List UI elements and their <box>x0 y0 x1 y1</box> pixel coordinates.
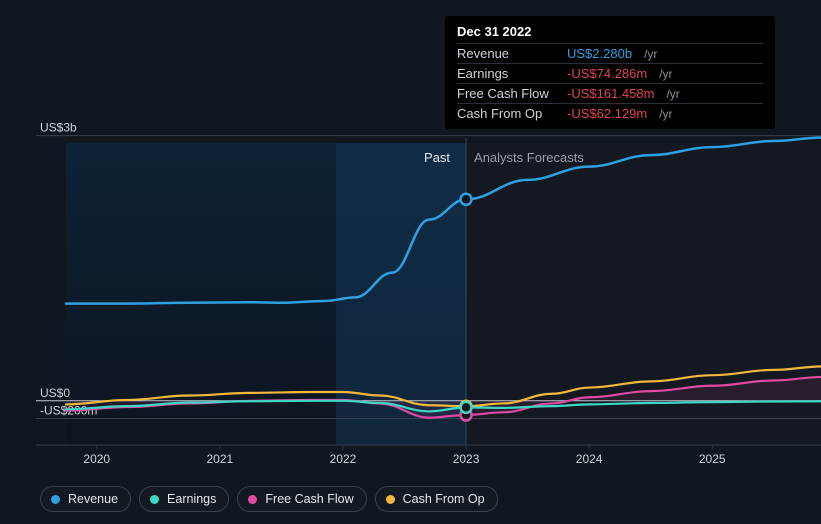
svg-text:2022: 2022 <box>330 452 357 466</box>
legend-item-revenue[interactable]: Revenue <box>40 486 131 512</box>
tooltip-row-suffix: /yr <box>659 107 672 121</box>
legend-label: Revenue <box>68 492 118 506</box>
tooltip-row: Earnings -US$74.286m/yr <box>457 63 763 83</box>
tooltip-row: Free Cash Flow -US$161.458m/yr <box>457 83 763 103</box>
tooltip-row-value: -US$74.286m <box>567 66 647 81</box>
tooltip-row: Revenue US$2.280b/yr <box>457 43 763 63</box>
hover-tooltip: Dec 31 2022 RevenueUS$2.280b/yrEarnings-… <box>445 16 775 129</box>
financials-chart: -US$200mUS$0US$3b20202021202220232024202… <box>18 0 807 524</box>
legend-item-cash_from_op[interactable]: Cash From Op <box>375 486 498 512</box>
legend-item-earnings[interactable]: Earnings <box>139 486 229 512</box>
legend-dot-icon <box>386 495 395 504</box>
region-label-forecast: Analysts Forecasts <box>474 150 584 165</box>
svg-text:US$0: US$0 <box>40 386 70 400</box>
tooltip-row-label: Cash From Op <box>457 106 557 121</box>
tooltip-row-label: Revenue <box>457 46 557 61</box>
region-label-past: Past <box>424 150 450 165</box>
svg-text:2021: 2021 <box>207 452 234 466</box>
tooltip-title: Dec 31 2022 <box>457 24 763 43</box>
tooltip-row-value: -US$62.129m <box>567 106 647 121</box>
legend-label: Free Cash Flow <box>265 492 353 506</box>
legend: Revenue Earnings Free Cash Flow Cash From O… <box>40 486 498 512</box>
legend-item-free_cash_flow[interactable]: Free Cash Flow <box>237 486 366 512</box>
svg-text:2023: 2023 <box>453 452 480 466</box>
tooltip-row-suffix: /yr <box>666 87 679 101</box>
legend-dot-icon <box>150 495 159 504</box>
svg-text:2020: 2020 <box>83 452 110 466</box>
tooltip-row-label: Free Cash Flow <box>457 86 557 101</box>
legend-dot-icon <box>248 495 257 504</box>
tooltip-row-suffix: /yr <box>644 47 657 61</box>
tooltip-row: Cash From Op -US$62.129m/yr <box>457 103 763 123</box>
legend-label: Cash From Op <box>403 492 485 506</box>
svg-text:2024: 2024 <box>576 452 603 466</box>
tooltip-row-value: -US$161.458m <box>567 86 654 101</box>
svg-text:US$3b: US$3b <box>40 121 77 135</box>
tooltip-row-suffix: /yr <box>659 67 672 81</box>
tooltip-row-label: Earnings <box>457 66 557 81</box>
tooltip-row-value: US$2.280b <box>567 46 632 61</box>
legend-dot-icon <box>51 495 60 504</box>
legend-label: Earnings <box>167 492 216 506</box>
svg-text:2025: 2025 <box>699 452 726 466</box>
